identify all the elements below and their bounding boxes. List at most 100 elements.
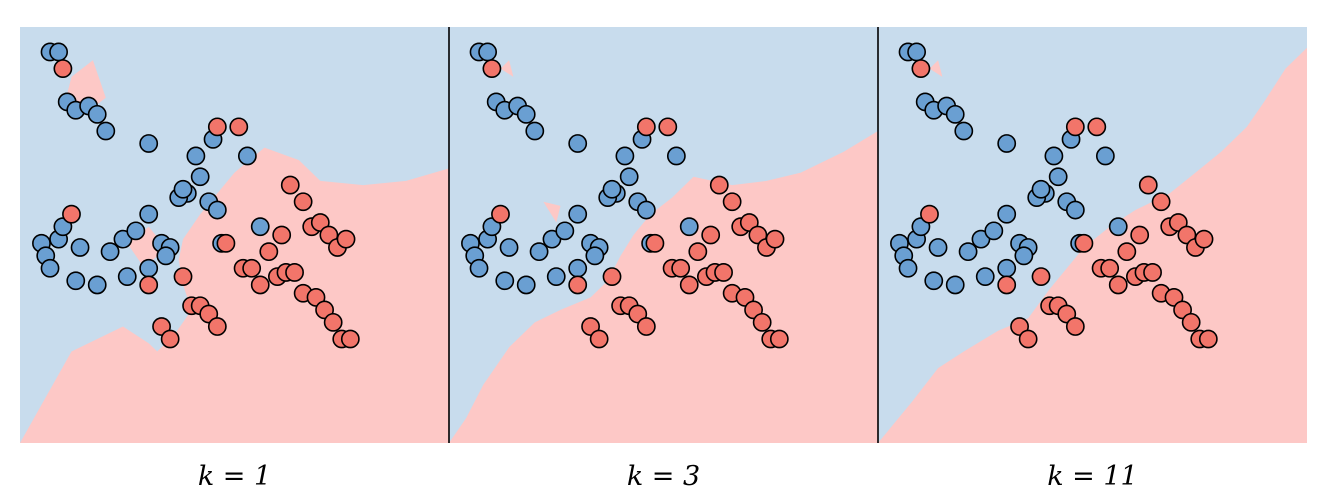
red-point [207,117,227,137]
red-point [323,312,343,332]
red-point [229,117,249,137]
red-point [1087,117,1107,137]
blue-point [139,258,159,278]
red-point [1151,192,1171,212]
red-point [1100,258,1120,278]
panel-3 [878,27,1307,443]
red-point [160,329,180,349]
red-point [173,267,193,287]
points [32,42,360,349]
blue-point [568,258,588,278]
panel-label: k = 1 [198,461,271,492]
blue-point [40,258,60,278]
blue-point [615,146,635,166]
red-point [688,242,708,262]
blue-point [1014,246,1034,266]
blue-point [975,267,995,287]
red-region [500,60,514,77]
red-region [543,201,561,223]
red-point [1181,312,1201,332]
blue-point [190,167,210,187]
red-point [752,312,772,332]
blue-point [928,238,948,257]
blue-point [156,246,176,266]
blue-point [997,204,1017,224]
blue-point [954,121,974,141]
panel-2 [449,27,878,443]
panel-1 [20,27,449,443]
blue-point [478,42,498,62]
blue-point [139,204,159,224]
blue-point [602,179,622,199]
blue-point [666,146,686,166]
red-point [568,275,588,295]
red-point [1130,225,1150,245]
blue-point [499,238,519,257]
red-point [285,263,304,282]
red-point [1198,329,1218,349]
blue-point [1031,179,1051,199]
blue-point [898,258,918,278]
red-point [280,175,300,195]
blue-point [945,104,965,124]
red-point [997,275,1017,295]
red-point [482,59,502,79]
red-region [929,60,943,77]
blue-point [619,167,639,187]
blue-point [66,271,86,291]
red-point [216,233,236,253]
red-point [636,317,656,336]
blue-point [237,146,257,166]
blue-point [469,258,489,278]
red-point [671,258,691,278]
panel-label: k = 3 [627,461,700,492]
blue-point [585,246,605,266]
red-region [449,131,878,443]
points [461,42,789,349]
red-point [602,267,622,287]
red-point [242,258,262,278]
blue-point [984,221,1004,241]
blue-point [525,121,545,141]
blue-point [568,134,588,153]
red-point [722,192,742,212]
blue-point [945,275,965,295]
blue-point [250,217,270,237]
blue-point [1044,146,1064,166]
red-point [293,192,313,212]
blue-point [1095,146,1115,166]
red-point [636,117,656,137]
blue-point [117,267,137,287]
blue-point [555,221,575,241]
points [890,42,1218,349]
red-point [336,229,356,249]
blue-point [997,134,1017,153]
red-point [1031,267,1051,287]
red-point [1117,242,1137,262]
blue-point [207,200,227,220]
blue-point [186,146,206,166]
red-point [1065,117,1085,137]
red-point [340,329,360,349]
red-point [589,329,609,349]
red-point [701,225,721,245]
blue-point [958,242,978,262]
red-point [139,275,159,295]
red-point [911,59,931,79]
red-point [491,204,510,224]
panel-label: k = 11 [1047,461,1138,492]
blue-point [568,204,588,224]
red-point [1018,329,1038,349]
red-point [679,275,699,295]
red-point [272,225,292,245]
red-point [658,117,678,137]
red-point [1108,275,1128,295]
red-point [207,317,227,336]
blue-point [546,267,566,287]
red-point [1143,263,1162,282]
blue-point [70,238,90,257]
red-point [645,233,665,253]
blue-point [516,275,536,295]
red-point [1194,229,1214,249]
red-point [53,59,73,79]
